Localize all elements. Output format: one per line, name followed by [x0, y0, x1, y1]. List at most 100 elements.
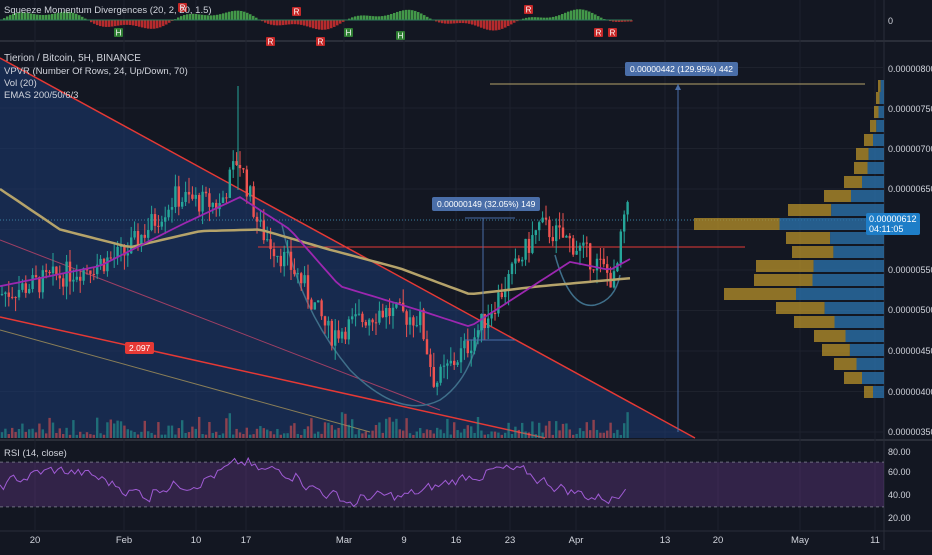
vpvr-bar-down	[844, 176, 862, 188]
candle-body	[456, 362, 458, 365]
volume-bar	[263, 428, 265, 438]
volume-bar	[96, 418, 98, 438]
volume-bar	[477, 417, 479, 438]
oscillator-bar	[114, 20, 117, 26]
oscillator-bar	[492, 20, 495, 31]
oscillator-bar	[405, 10, 408, 20]
time-tick: 20	[713, 535, 724, 546]
candle-body	[154, 214, 156, 226]
candle-body	[110, 257, 112, 258]
volume-bar	[433, 434, 435, 438]
volume-bar	[300, 435, 302, 438]
candle-body	[521, 260, 523, 262]
oscillator-bar	[327, 20, 330, 29]
oscillator-bar	[573, 10, 576, 20]
symbol-title[interactable]: Tierion / Bitcoin, 5H, BINANCE	[4, 53, 141, 64]
candle-body	[201, 192, 203, 212]
volume-bar	[59, 428, 61, 438]
volume-bar	[239, 432, 241, 438]
oscillator-bar	[312, 20, 315, 28]
vpvr-bar-up	[846, 330, 885, 342]
volume-bar	[11, 428, 13, 438]
candle-body	[419, 310, 421, 325]
volume-bar	[52, 423, 54, 438]
indicator-legend-emas[interactable]: EMAS 200/50/6/3	[4, 90, 78, 101]
volume-bar	[402, 431, 404, 438]
vpvr-bar-up	[862, 372, 884, 384]
volume-bar	[137, 434, 139, 438]
candle-body	[249, 186, 251, 196]
oscillator-bar	[363, 15, 366, 20]
vpvr-bar-up	[814, 260, 884, 272]
volume-bar	[235, 429, 237, 438]
volume-bar	[558, 430, 560, 438]
volume-bar	[552, 435, 554, 438]
vpvr-bar-up	[857, 358, 885, 370]
candle-body	[229, 170, 231, 198]
volume-bar	[28, 429, 30, 438]
oscillator-bar	[357, 16, 360, 20]
candle-body	[195, 195, 197, 199]
oscillator-bar	[132, 20, 135, 25]
volume-bar	[307, 426, 309, 438]
oscillator-bar	[150, 20, 153, 29]
volume-bar	[436, 428, 438, 438]
volume-bar	[188, 432, 190, 438]
oscillator-bar	[444, 20, 447, 24]
volume-bar	[127, 429, 129, 438]
candle-body	[405, 311, 407, 325]
candle-body	[620, 231, 622, 263]
oscillator-bar	[507, 20, 510, 26]
rsi-title[interactable]: RSI (14, close)	[4, 448, 67, 459]
indicator-legend-volume[interactable]: Vol (20)	[4, 78, 37, 89]
candle-body	[569, 236, 571, 238]
signal-marker: R	[608, 28, 617, 38]
candle-body	[460, 348, 462, 362]
oscillator-bar	[159, 20, 162, 27]
candle-body	[623, 214, 625, 231]
vpvr-bar-down	[878, 80, 881, 92]
volume-bar	[538, 423, 540, 438]
candle-body	[89, 270, 91, 274]
indicator-legend-vpvr[interactable]: VPVR (Number Of Rows, 24, Up/Down, 70)	[4, 66, 188, 77]
volume-bar	[399, 429, 401, 438]
oscillator-bar	[597, 16, 600, 20]
signal-marker-label: R	[318, 38, 324, 47]
candle-body	[76, 277, 78, 280]
candle-body	[144, 235, 146, 238]
candle-body	[531, 235, 533, 253]
candle-body	[235, 161, 237, 165]
oscillator-bar	[579, 9, 582, 20]
oscillator-bar	[222, 13, 225, 20]
measure-large-tag: 0.00000442 (129.95%) 442	[625, 62, 738, 76]
volume-bar	[626, 412, 628, 438]
candle-body	[548, 220, 550, 237]
candle-body	[480, 314, 482, 330]
oscillator-bar	[228, 12, 231, 20]
signal-marker-label: R	[526, 6, 532, 15]
oscillator-bar	[378, 16, 381, 20]
candle-body	[361, 314, 363, 322]
candle-body	[259, 220, 261, 221]
candle-body	[331, 321, 333, 346]
signal-marker-label: H	[346, 29, 352, 38]
candle-body	[205, 192, 207, 193]
oscillator-bar	[591, 13, 594, 20]
price-tick: 0.00000700	[888, 144, 932, 154]
oscillator-bar	[282, 20, 285, 25]
candle-body	[65, 262, 67, 287]
candle-body	[18, 290, 20, 298]
last-price-value: 0.00000612	[869, 214, 917, 224]
volume-bar	[473, 433, 475, 438]
candle-body	[470, 351, 472, 353]
candle-body	[25, 283, 27, 293]
volume-bar	[450, 435, 452, 438]
vpvr-bar-up	[881, 80, 884, 92]
oscillator-bar	[474, 20, 477, 25]
vpvr-bar-up	[825, 302, 884, 314]
volume-bar	[45, 433, 47, 438]
vpvr-bar-down	[856, 148, 869, 160]
oscillator-bar	[324, 20, 327, 30]
oscillator-bar	[270, 20, 273, 25]
